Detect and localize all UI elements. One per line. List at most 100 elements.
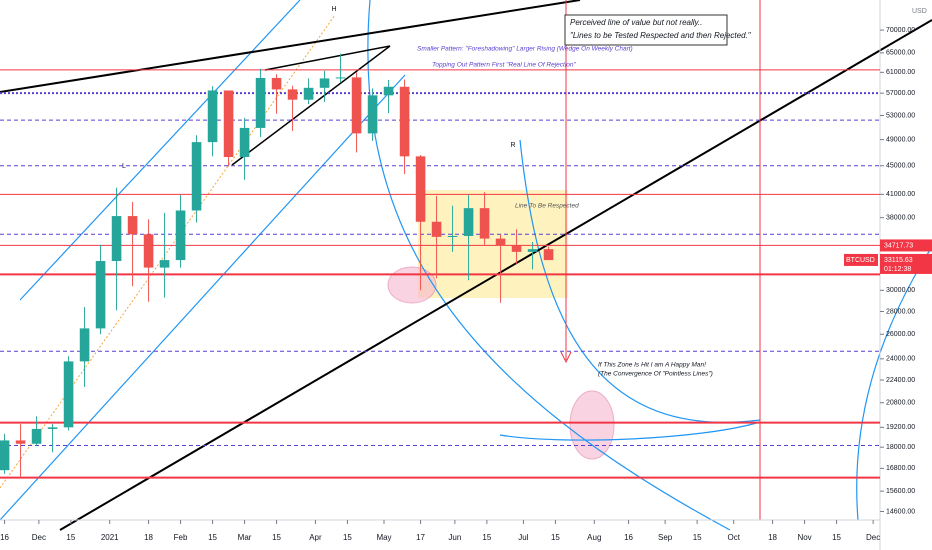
candle-body [143,234,154,268]
arc [519,139,761,423]
x-tick-label: 15 [482,533,491,542]
trend-dotted [0,14,336,489]
zone-box [418,190,568,298]
x-tick-label: 18 [144,533,153,542]
candle-body [527,249,538,252]
y-tick-label: 38000.00 [886,215,915,222]
candle-body [399,86,410,157]
note: (The Convergence Of "Pointless Lines") [598,371,713,378]
y-tick-label: 14600.00 [886,508,915,515]
y-tick-label: 45000.00 [886,163,915,170]
x-tick-label: Sep [658,533,673,542]
arc [499,421,761,441]
candle-body [255,77,266,128]
candle-body [111,216,122,262]
note: If This Zone Is Hit I am A Happy Man! [598,362,706,369]
x-tick-label: 15 [66,533,75,542]
marked-price-bg [880,239,932,252]
channel-lines [0,0,931,531]
candle-body [63,361,74,428]
candle-body [303,87,314,100]
candle-body [543,249,554,261]
x-tick-label: Apr [309,533,322,542]
y-tick-label: 53000.00 [886,112,915,119]
candle-body [47,427,58,429]
x-tick-label: 18 [768,533,777,542]
candle-body [447,236,458,238]
symbol: BTCUSD [846,257,875,264]
candle-body [431,221,442,237]
note: Perceived line of value but not really.. [570,18,702,27]
y-tick-label: 28000.00 [886,308,915,315]
note: Line To Be Respected [515,203,579,210]
x-tick-label: 15 [343,533,352,542]
x-tick-label: Jul [518,533,528,542]
y-tick-label: 65000.00 [886,50,915,57]
x-tick-label: 2021 [101,533,119,542]
candle-body [191,142,202,211]
y-tick-label: 26000.00 [886,331,915,338]
x-tick-label: 15 [551,533,560,542]
note-box [564,14,728,46]
marker: H [331,6,336,13]
x-tick-label: 17 [416,533,425,542]
candle-body [159,260,170,268]
y-tick-label: 24000.00 [886,356,915,363]
marker: L [122,163,126,170]
marked-price: 34717.73 [884,242,913,249]
candle-body [95,261,106,329]
zone-ellipse [569,390,615,460]
last-price-bg [880,253,932,274]
x-tick-label: 16 [0,533,9,542]
x-tick-label: 15 [272,533,281,542]
candle-body [351,77,362,134]
x-tick-label: 15 [208,533,217,542]
marker: R [510,142,515,149]
last-price: 33115.63 [884,257,913,264]
y-tick-label: 30000.00 [886,287,915,294]
x-tick-label: Aug [587,533,601,542]
x-tick-label: Jun [448,533,461,542]
candle-body [239,127,250,158]
candle-body [479,208,490,239]
wedge [264,45,391,71]
candle-body [127,216,138,235]
candle-body [415,156,426,222]
x-tick-label: Feb [174,533,188,542]
trend [0,0,581,93]
candle-body [511,245,522,252]
note: Smaller Pattern: "Foreshadowing" Larger … [417,46,633,53]
note: Topping Out Pattern First "Real Line Of … [432,62,577,69]
x-tick-label: 15 [832,533,841,542]
x-tick-label: Nov [797,533,811,542]
x-tick-label: Mar [238,533,252,542]
x-tick-label: Dec [866,533,880,542]
x-tick-label: Dec [32,533,46,542]
y-tick-label: 20800.00 [886,400,915,407]
y-tick-label: 57000.00 [886,90,915,97]
wedge [231,45,391,166]
channel [19,0,301,301]
y-tick-label: 22400.00 [886,377,915,384]
y-tick-label: 16800.00 [886,465,915,472]
y-tick-label: 61000.00 [886,69,915,76]
x-tick-label: May [376,533,391,542]
candle-body [335,77,346,79]
candle-body [223,90,234,158]
arrow-head [560,351,572,364]
y-tick-label: 19200.00 [886,424,915,431]
candle-body [207,90,218,143]
candle-body [463,208,474,237]
candle-body [175,210,186,261]
y-tick-label: 70000.00 [886,27,915,34]
countdown: 01:12:38 [884,266,911,273]
candle-body [287,89,298,100]
y-tick-label: 41000.00 [886,191,915,198]
y-tick-label: 15600.00 [886,488,915,495]
candle-body [271,77,282,90]
channel [0,74,406,521]
candle-body [31,428,42,444]
candle-body [15,440,26,444]
y-tick-label: 18000.00 [886,444,915,451]
